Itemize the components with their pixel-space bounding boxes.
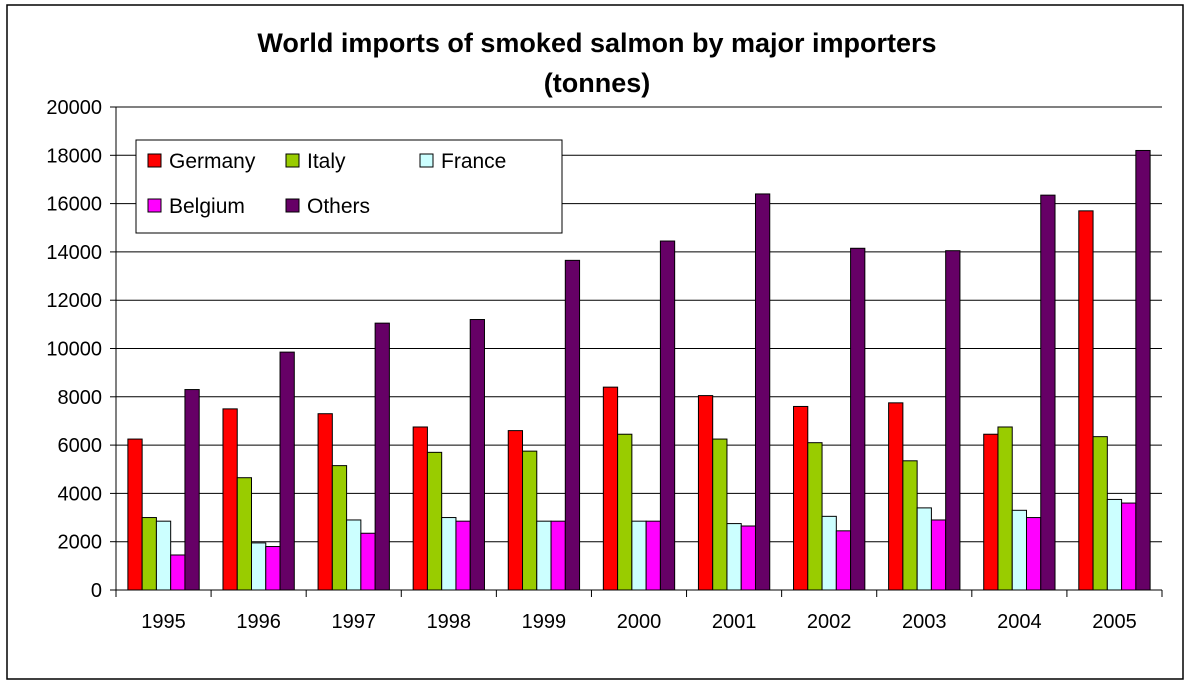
legend-label-italy: Italy xyxy=(307,150,346,173)
bar-others-2002 xyxy=(850,247,866,591)
bar-belgium-1995 xyxy=(170,554,186,591)
legend-swatch-france xyxy=(419,153,434,168)
y-tick-label: 20000 xyxy=(46,97,102,119)
bar-germany-2004 xyxy=(983,433,999,591)
x-tick-label: 1999 xyxy=(522,611,567,633)
bar-belgium-1996 xyxy=(265,546,281,591)
bar-others-1999 xyxy=(564,259,581,591)
bar-italy-1998 xyxy=(426,451,443,591)
bar-france-1995 xyxy=(155,520,172,591)
y-tick-label: 4000 xyxy=(58,483,103,505)
bar-france-2002 xyxy=(821,515,837,591)
bar-italy-2002 xyxy=(807,442,823,591)
x-tick-label: 1998 xyxy=(427,611,472,633)
bar-others-2004 xyxy=(1040,194,1056,591)
bar-italy-2001 xyxy=(712,438,728,591)
bar-belgium-1999 xyxy=(550,520,566,591)
x-tick-label: 2004 xyxy=(997,611,1042,633)
bar-germany-2000 xyxy=(602,386,619,591)
bar-others-2001 xyxy=(754,193,771,591)
bar-belgium-2002 xyxy=(835,530,852,591)
x-tick-label: 2002 xyxy=(807,611,852,633)
y-tick-label: 0 xyxy=(91,580,102,602)
y-tick-label: 6000 xyxy=(58,435,103,457)
legend-label-belgium: Belgium xyxy=(169,195,245,218)
legend-label-france: France xyxy=(441,150,506,173)
y-tick-label: 8000 xyxy=(58,387,103,409)
bar-france-2003 xyxy=(916,507,932,591)
bar-italy-2004 xyxy=(997,426,1013,591)
bar-germany-1999 xyxy=(507,430,524,591)
bar-france-1996 xyxy=(251,542,267,591)
legend-swatch-others xyxy=(285,198,300,213)
x-tick-label: 2001 xyxy=(712,611,757,633)
bar-italy-2003 xyxy=(902,460,918,591)
bar-belgium-2004 xyxy=(1025,517,1042,591)
y-tick-label: 14000 xyxy=(46,242,102,264)
bar-germany-1995 xyxy=(127,438,143,591)
bar-italy-2000 xyxy=(617,433,633,591)
bar-germany-1996 xyxy=(222,408,238,591)
bar-france-1998 xyxy=(441,517,457,591)
chart-subtitle: (tonnes) xyxy=(544,68,650,98)
bar-belgium-1998 xyxy=(455,520,471,591)
bars xyxy=(127,149,1151,591)
bar-germany-1997 xyxy=(317,413,333,591)
bar-others-2000 xyxy=(659,240,676,591)
bar-france-2005 xyxy=(1106,498,1123,591)
bar-germany-1998 xyxy=(412,426,428,591)
y-tick-label: 10000 xyxy=(46,339,102,361)
bar-belgium-2000 xyxy=(645,520,661,591)
bar-others-1998 xyxy=(469,319,485,591)
y-tick-label: 2000 xyxy=(58,532,103,554)
bar-france-2000 xyxy=(631,520,647,591)
x-tick-label: 1997 xyxy=(331,611,376,633)
bar-belgium-1997 xyxy=(360,532,376,591)
bar-germany-2001 xyxy=(697,395,714,591)
bar-france-1999 xyxy=(536,520,552,591)
bar-germany-2003 xyxy=(888,402,904,591)
bar-italy-1999 xyxy=(522,450,538,591)
bar-italy-1995 xyxy=(141,517,157,591)
y-tick-label: 18000 xyxy=(46,145,102,167)
bar-belgium-2003 xyxy=(930,519,947,591)
y-tick-label: 12000 xyxy=(46,290,102,312)
x-tick-label: 1995 xyxy=(141,611,186,633)
bar-france-1997 xyxy=(346,519,362,591)
bar-others-1995 xyxy=(184,389,200,591)
y-tick-label: 16000 xyxy=(46,194,102,216)
bar-belgium-2001 xyxy=(740,525,756,591)
x-tick-label: 1996 xyxy=(236,611,281,633)
bar-france-2001 xyxy=(726,523,742,591)
bar-germany-2002 xyxy=(793,405,809,591)
x-tick-label: 2005 xyxy=(1092,611,1137,633)
bar-others-1997 xyxy=(374,322,390,591)
x-tick-label: 2000 xyxy=(617,611,662,633)
bar-germany-2005 xyxy=(1078,210,1094,591)
legend-swatch-italy xyxy=(285,153,300,168)
x-tick-label: 2003 xyxy=(902,611,947,633)
bar-others-2003 xyxy=(945,250,961,591)
legend-label-germany: Germany xyxy=(169,150,256,173)
legend-label-others: Others xyxy=(307,195,370,218)
legend-swatch-germany xyxy=(147,153,162,168)
chart-title: World imports of smoked salmon by major … xyxy=(257,28,936,58)
axes: 0 2000 4000 6000 8000 10000 12000 14000 16000 180… xyxy=(46,97,1163,633)
legend-box xyxy=(135,139,563,234)
bar-france-2004 xyxy=(1011,509,1027,591)
legend-swatch-belgium xyxy=(147,198,162,213)
bar-others-2005 xyxy=(1135,149,1151,591)
bar-belgium-2005 xyxy=(1121,502,1137,591)
legend: Germany Italy France Belgium Others xyxy=(135,139,563,234)
bar-italy-2005 xyxy=(1092,436,1108,591)
bar-italy-1997 xyxy=(331,465,348,591)
bar-others-1996 xyxy=(279,351,295,591)
bar-italy-1996 xyxy=(236,477,253,591)
